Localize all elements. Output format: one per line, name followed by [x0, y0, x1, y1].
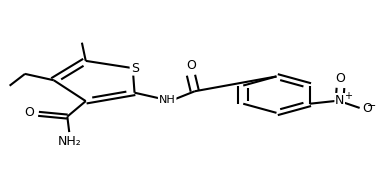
- Text: NH₂: NH₂: [57, 135, 81, 148]
- Text: −: −: [366, 101, 376, 111]
- Text: S: S: [131, 62, 139, 75]
- Text: O: O: [336, 72, 345, 85]
- Text: +: +: [344, 92, 352, 101]
- Text: NH: NH: [159, 95, 175, 105]
- Text: O: O: [363, 102, 372, 115]
- Text: O: O: [24, 106, 34, 119]
- Text: O: O: [186, 59, 196, 72]
- Text: N: N: [335, 94, 344, 107]
